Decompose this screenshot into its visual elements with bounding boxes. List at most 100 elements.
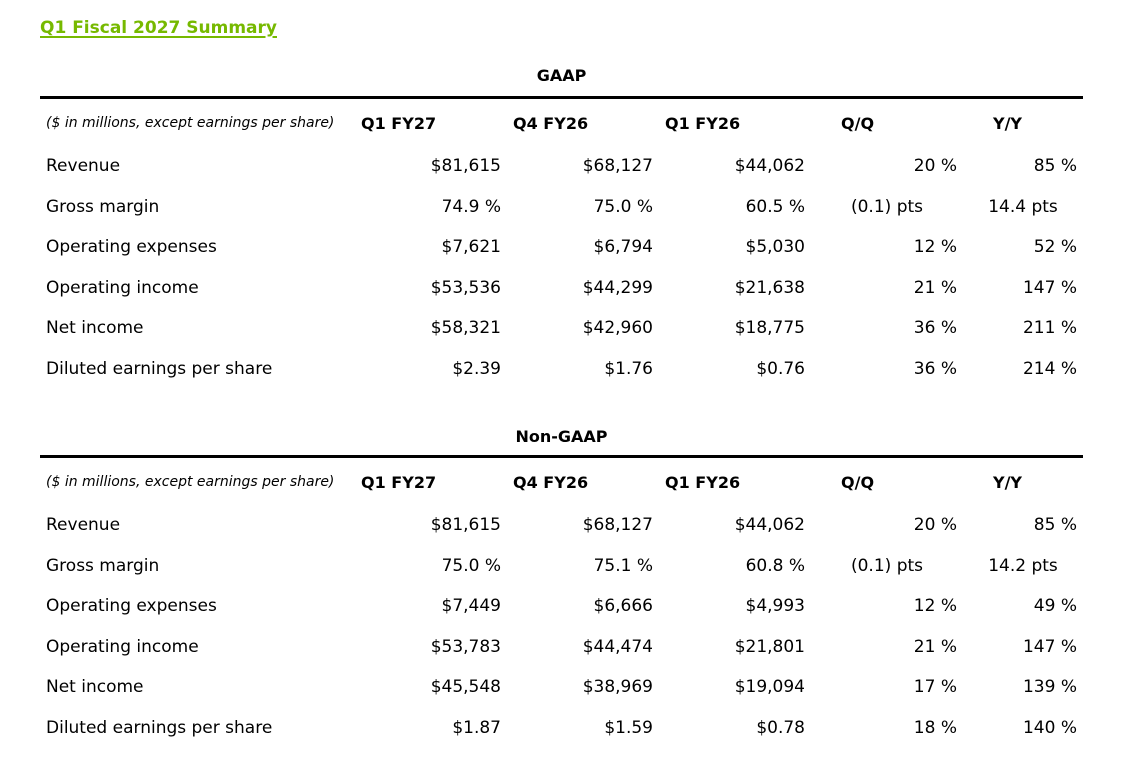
table-row: Net income $58,321 $42,960 $18,775 36 % 211 % — [40, 308, 1083, 349]
table-row: Diluted earnings per share $2.39 $1.76 $0.7… — [40, 349, 1083, 390]
cell-y-y: 139 % — [1022, 677, 1077, 698]
cell-q1-fy26: 60.8 % — [745, 555, 805, 576]
table-row: Revenue $81,615 $68,127 $44,062 20 % 85 % — [40, 505, 1083, 546]
table-row: Gross margin 75.0 % 75.1 % 60.8 % (0.1) pts 1… — [40, 546, 1083, 587]
cell-y-y: 147 % — [1022, 277, 1077, 298]
cell-q-q: 18 % — [913, 717, 957, 738]
column-header-q-q: Q/Q — [841, 113, 875, 133]
column-header-q1-fy27: Q1 FY27 — [361, 113, 437, 133]
row-label: Gross margin — [46, 555, 160, 576]
cell-q1-fy26: $21,801 — [734, 636, 805, 657]
cell-q-q: 12 % — [913, 237, 957, 258]
cell-q-q: 17 % — [913, 677, 957, 698]
row-label: Operating income — [46, 277, 199, 298]
cell-q1-fy26: $44,062 — [734, 156, 805, 177]
row-label: Revenue — [46, 515, 121, 536]
cell-y-y: 52 % — [1033, 237, 1077, 258]
row-label: Operating income — [46, 636, 199, 657]
cell-q1-fy27: $58,321 — [430, 318, 501, 339]
cell-q4-fy26: $6,794 — [593, 237, 653, 258]
cell-q1-fy27: $7,449 — [441, 596, 501, 617]
cell-q4-fy26: $1.59 — [604, 717, 653, 738]
cell-q4-fy26: $44,474 — [582, 636, 653, 657]
cell-q1-fy26: 60.5 % — [745, 196, 805, 217]
row-label: Diluted earnings per share — [46, 717, 273, 738]
non-gaap-header-row: ($ in millions, except earnings per shar… — [40, 459, 1083, 505]
cell-y-y: 14.2 pts — [988, 555, 1058, 576]
cell-q1-fy26: $0.76 — [756, 358, 805, 379]
cell-q4-fy26: $38,969 — [582, 677, 653, 698]
units-note: ($ in millions, except earnings per shar… — [46, 473, 335, 490]
cell-q1-fy27: $1.87 — [452, 717, 501, 738]
cell-y-y: 147 % — [1022, 636, 1077, 657]
cell-q4-fy26: 75.1 % — [593, 555, 653, 576]
cell-q4-fy26: $6,666 — [593, 596, 653, 617]
cell-q4-fy26: 75.0 % — [593, 196, 653, 217]
cell-q4-fy26: $1.76 — [604, 358, 653, 379]
column-header-q4-fy26: Q4 FY26 — [513, 472, 589, 492]
column-header-q-q: Q/Q — [841, 472, 875, 492]
cell-q-q: (0.1) pts — [850, 196, 924, 217]
cell-q1-fy27: 75.0 % — [441, 555, 501, 576]
cell-q1-fy27: $45,548 — [430, 677, 501, 698]
cell-y-y: 85 % — [1033, 515, 1077, 536]
cell-y-y: 85 % — [1033, 156, 1077, 177]
cell-q1-fy26: $4,993 — [745, 596, 805, 617]
table-row: Operating expenses $7,621 $6,794 $5,030 12 %… — [40, 227, 1083, 268]
cell-y-y: 49 % — [1033, 596, 1077, 617]
table-row: Operating expenses $7,449 $6,666 $4,993 12 %… — [40, 586, 1083, 627]
non-gaap-top-rule — [40, 455, 1083, 458]
row-label: Operating expenses — [46, 237, 217, 258]
gaap-header-row: ($ in millions, except earnings per shar… — [40, 100, 1083, 146]
column-header-q4-fy26: Q4 FY26 — [513, 113, 589, 133]
cell-q-q: 21 % — [913, 636, 957, 657]
table-row: Revenue $81,615 $68,127 $44,062 20 % 85 % — [40, 146, 1083, 187]
table-row: Operating income $53,536 $44,299 $21,638 21 … — [40, 268, 1083, 309]
cell-y-y: 140 % — [1022, 717, 1077, 738]
cell-q1-fy27: $81,615 — [430, 515, 501, 536]
cell-q1-fy27: $7,621 — [441, 237, 501, 258]
cell-y-y: 214 % — [1022, 358, 1077, 379]
cell-q4-fy26: $42,960 — [582, 318, 653, 339]
column-header-q1-fy26: Q1 FY26 — [665, 472, 741, 492]
non-gaap-caption: Non-GAAP — [515, 427, 608, 446]
cell-q4-fy26: $68,127 — [582, 515, 653, 536]
column-header-y-y: Y/Y — [993, 113, 1023, 133]
cell-q1-fy26: $19,094 — [734, 677, 805, 698]
gaap-caption: GAAP — [536, 66, 587, 85]
row-label: Revenue — [46, 156, 121, 177]
table-row: Net income $45,548 $38,969 $19,094 17 % 139 % — [40, 667, 1083, 708]
cell-q1-fy26: $44,062 — [734, 515, 805, 536]
column-header-q1-fy26: Q1 FY26 — [665, 113, 741, 133]
cell-q-q: 20 % — [913, 515, 957, 536]
cell-q-q: 20 % — [913, 156, 957, 177]
cell-y-y: 14.4 pts — [988, 196, 1058, 217]
table-row: Gross margin 74.9 % 75.0 % 60.5 % (0.1) pts 1… — [40, 187, 1083, 228]
cell-q1-fy27: $81,615 — [430, 156, 501, 177]
row-label: Gross margin — [46, 196, 160, 217]
cell-q1-fy27: $2.39 — [452, 358, 501, 379]
table-row: Operating income $53,783 $44,474 $21,801 21 … — [40, 627, 1083, 668]
cell-q4-fy26: $68,127 — [582, 156, 653, 177]
cell-q1-fy27: 74.9 % — [441, 196, 501, 217]
gaap-top-rule — [40, 96, 1083, 99]
cell-q1-fy26: $21,638 — [734, 277, 805, 298]
gaap-summary-table: ($ in millions, except earnings per shar… — [40, 100, 1083, 389]
table-row: Diluted earnings per share $1.87 $1.59 $0.7… — [40, 708, 1083, 749]
row-label: Net income — [46, 318, 144, 339]
cell-q4-fy26: $44,299 — [582, 277, 653, 298]
cell-q1-fy26: $18,775 — [734, 318, 805, 339]
cell-y-y: 211 % — [1022, 318, 1077, 339]
cell-q-q: (0.1) pts — [850, 555, 924, 576]
cell-q1-fy26: $5,030 — [745, 237, 805, 258]
page-title-link[interactable]: Q1 Fiscal 2027 Summary — [40, 18, 277, 38]
column-header-y-y: Y/Y — [993, 472, 1023, 492]
row-label: Net income — [46, 677, 144, 698]
cell-q1-fy27: $53,536 — [430, 277, 501, 298]
cell-q1-fy26: $0.78 — [756, 717, 805, 738]
units-note: ($ in millions, except earnings per shar… — [46, 114, 335, 131]
row-label: Operating expenses — [46, 596, 217, 617]
cell-q-q: 36 % — [913, 358, 957, 379]
cell-q-q: 36 % — [913, 318, 957, 339]
cell-q-q: 12 % — [913, 596, 957, 617]
